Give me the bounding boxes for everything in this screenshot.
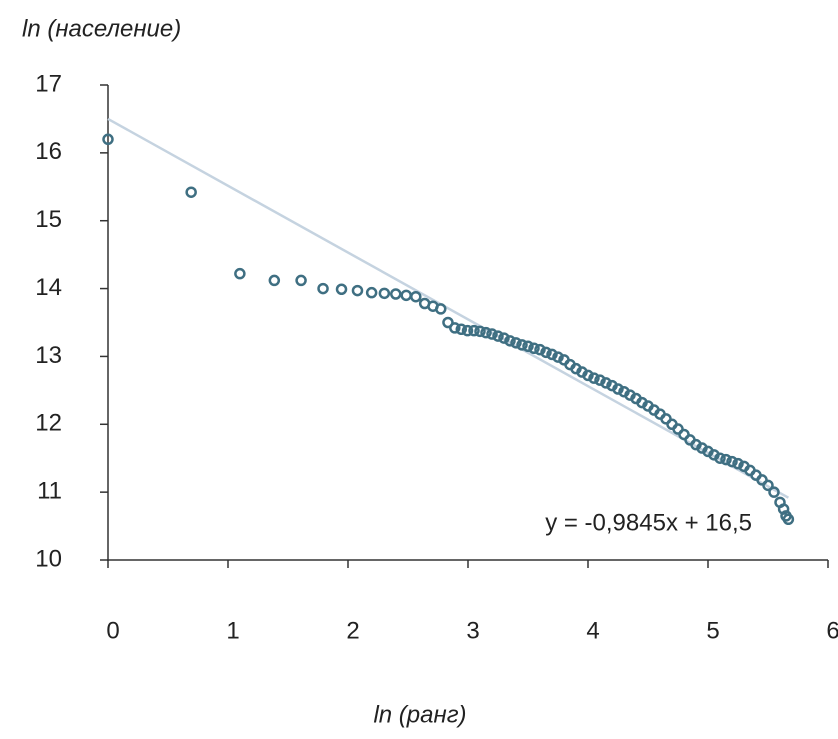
x-tick-label: 0 bbox=[106, 617, 119, 644]
point bbox=[378, 287, 391, 300]
x-tick-label: 4 bbox=[586, 617, 599, 644]
point bbox=[455, 323, 468, 336]
point bbox=[588, 372, 600, 384]
point bbox=[268, 274, 281, 287]
x-tick-label: 6 bbox=[826, 617, 838, 644]
point bbox=[782, 513, 795, 526]
y-tick-label: 15 bbox=[35, 206, 62, 233]
point bbox=[714, 452, 726, 464]
y-tick-label: 10 bbox=[35, 545, 62, 572]
point bbox=[474, 325, 486, 338]
point bbox=[390, 288, 402, 300]
point bbox=[480, 326, 492, 339]
trendline-equation: y = -0,9845x + 16,5 bbox=[545, 509, 752, 536]
y-tick-label: 12 bbox=[35, 410, 62, 437]
point bbox=[612, 383, 624, 395]
y-tick-label: 17 bbox=[35, 70, 62, 97]
point bbox=[768, 486, 780, 498]
point bbox=[582, 369, 594, 382]
point bbox=[486, 328, 498, 340]
point bbox=[102, 133, 114, 146]
point bbox=[400, 289, 412, 302]
y-tick-label: 13 bbox=[35, 342, 62, 369]
y-tick-label: 14 bbox=[35, 274, 62, 301]
point bbox=[522, 340, 534, 352]
point bbox=[720, 453, 732, 466]
y-tick-label: 16 bbox=[35, 138, 62, 165]
point bbox=[410, 290, 422, 303]
x-tick-label: 1 bbox=[226, 617, 239, 644]
point bbox=[295, 274, 307, 287]
y-tick-label: 11 bbox=[37, 477, 62, 504]
y-axis-label: ln (население) bbox=[22, 15, 181, 42]
point bbox=[534, 343, 546, 356]
point bbox=[540, 346, 552, 359]
point bbox=[435, 303, 447, 315]
point bbox=[468, 324, 480, 337]
point bbox=[461, 324, 474, 337]
point bbox=[546, 348, 558, 361]
trendline bbox=[107, 117, 790, 499]
point bbox=[492, 330, 504, 342]
point bbox=[351, 284, 364, 297]
x-tick-label: 5 bbox=[706, 617, 719, 644]
point bbox=[234, 267, 246, 280]
point bbox=[726, 455, 738, 468]
point bbox=[442, 316, 454, 329]
point bbox=[510, 337, 522, 349]
x-tick-label: 2 bbox=[346, 617, 359, 644]
point bbox=[498, 332, 510, 344]
point bbox=[762, 479, 774, 492]
point bbox=[528, 342, 540, 355]
point bbox=[600, 377, 612, 389]
point bbox=[516, 339, 528, 351]
point bbox=[732, 457, 744, 470]
point bbox=[317, 282, 329, 295]
point bbox=[335, 283, 348, 295]
point bbox=[777, 503, 790, 515]
point bbox=[552, 351, 564, 363]
point bbox=[449, 322, 461, 334]
x-axis-label: ln (ранг) bbox=[373, 701, 466, 728]
point bbox=[594, 374, 606, 386]
point bbox=[185, 186, 197, 198]
point bbox=[504, 335, 516, 347]
point bbox=[365, 286, 378, 299]
x-tick-label: 3 bbox=[466, 617, 479, 644]
